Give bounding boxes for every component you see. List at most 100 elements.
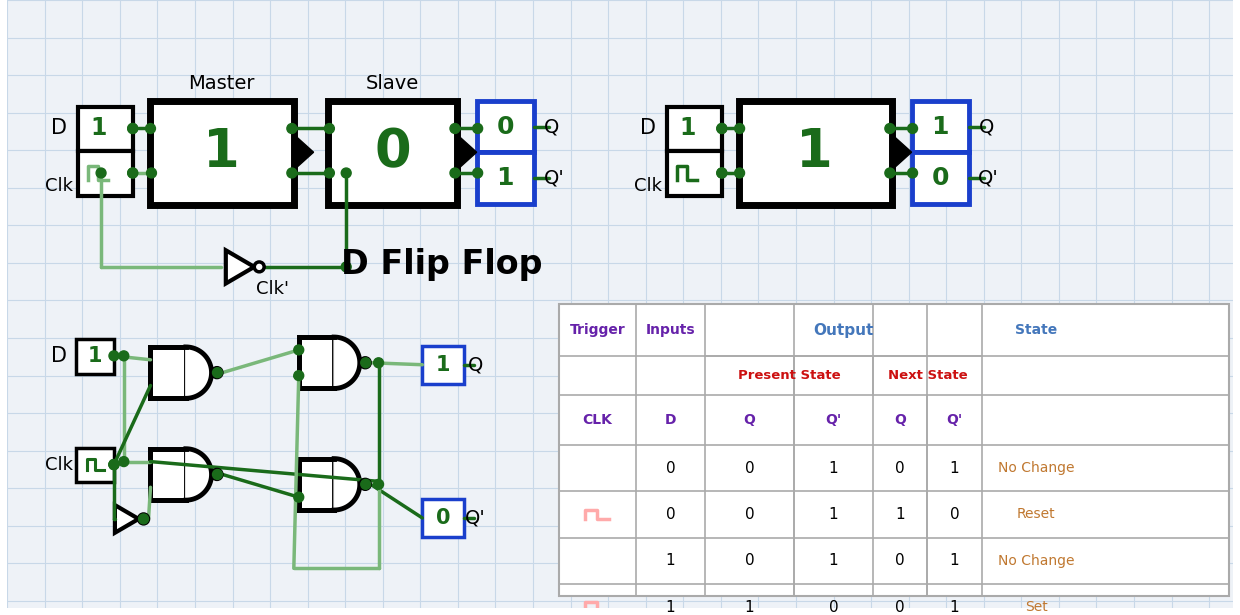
Text: Q': Q' [465, 509, 486, 528]
Text: No Change: No Change [998, 554, 1074, 568]
Circle shape [450, 168, 460, 178]
Text: Q: Q [744, 413, 755, 427]
Polygon shape [186, 347, 212, 399]
Text: 1: 1 [203, 126, 241, 178]
Bar [150, 101, 294, 205]
Text: Q: Q [894, 413, 906, 427]
Polygon shape [892, 135, 911, 170]
Circle shape [212, 469, 222, 479]
Text: Clk: Clk [634, 177, 662, 195]
Text: D: D [665, 413, 676, 427]
Bar [739, 101, 892, 205]
Bar [667, 107, 722, 151]
Polygon shape [150, 449, 186, 500]
Text: State: State [1016, 323, 1058, 337]
Circle shape [254, 262, 264, 272]
Text: Clk: Clk [45, 456, 73, 474]
Text: 1: 1 [828, 461, 838, 475]
Text: Q: Q [544, 117, 559, 136]
Polygon shape [294, 135, 314, 170]
Circle shape [128, 124, 138, 133]
Circle shape [294, 345, 304, 355]
Circle shape [139, 514, 149, 524]
Circle shape [373, 479, 383, 490]
Circle shape [212, 368, 222, 378]
Circle shape [325, 168, 335, 178]
Circle shape [908, 168, 918, 178]
Polygon shape [456, 135, 476, 170]
Circle shape [734, 124, 744, 133]
Text: Q': Q' [978, 169, 999, 188]
Text: 1: 1 [88, 346, 103, 366]
Text: 0: 0 [374, 126, 410, 178]
Circle shape [119, 457, 129, 467]
Polygon shape [334, 459, 360, 510]
Text: 0: 0 [895, 554, 905, 568]
Circle shape [717, 168, 727, 178]
Bar [329, 101, 456, 205]
Text: 1: 1 [745, 600, 754, 615]
Circle shape [128, 168, 138, 178]
Text: Clk: Clk [45, 177, 73, 195]
Text: 0: 0 [895, 461, 905, 475]
Circle shape [294, 492, 304, 502]
Text: 0: 0 [745, 461, 754, 475]
Circle shape [109, 459, 119, 469]
Text: 1: 1 [950, 554, 960, 568]
Text: CLK: CLK [583, 413, 613, 427]
Circle shape [361, 358, 371, 368]
Text: 0: 0 [435, 508, 450, 528]
Circle shape [128, 124, 138, 133]
Circle shape [325, 124, 335, 133]
Text: 0: 0 [745, 554, 754, 568]
Text: D: D [51, 346, 67, 366]
Circle shape [472, 168, 482, 178]
Text: Inputs: Inputs [646, 323, 696, 337]
Text: 1: 1 [895, 507, 905, 522]
Polygon shape [115, 505, 139, 533]
Text: 1: 1 [496, 166, 515, 190]
Circle shape [286, 124, 296, 133]
Text: Q: Q [980, 117, 994, 136]
Text: 0: 0 [950, 507, 960, 522]
Polygon shape [299, 337, 334, 389]
Text: 1: 1 [666, 554, 676, 568]
Circle shape [145, 124, 155, 133]
Circle shape [361, 479, 371, 490]
Circle shape [109, 351, 119, 361]
Polygon shape [226, 250, 254, 284]
Polygon shape [334, 337, 360, 389]
Bar [77, 448, 114, 482]
Circle shape [885, 168, 895, 178]
Text: Q': Q' [543, 169, 564, 188]
Circle shape [97, 168, 105, 178]
Circle shape [361, 358, 371, 368]
Text: 1: 1 [666, 600, 676, 615]
Bar [559, 304, 1229, 596]
Circle shape [146, 168, 156, 178]
Bar [476, 153, 534, 204]
Circle shape [212, 368, 222, 378]
Bar [423, 499, 464, 537]
Circle shape [286, 168, 296, 178]
Text: Set: Set [1024, 600, 1048, 614]
Text: Reset: Reset [1017, 507, 1055, 522]
Text: 0: 0 [828, 600, 838, 615]
Text: 1: 1 [435, 355, 450, 375]
Text: D: D [51, 119, 67, 138]
Circle shape [373, 358, 383, 368]
Text: Output: Output [813, 323, 873, 338]
Bar [78, 151, 133, 196]
Text: 1: 1 [950, 600, 960, 615]
Bar [77, 339, 114, 374]
Circle shape [717, 124, 727, 133]
Circle shape [717, 168, 727, 178]
Text: 1: 1 [828, 507, 838, 522]
Text: 0: 0 [666, 461, 676, 475]
Text: 1: 1 [828, 554, 838, 568]
Polygon shape [299, 459, 334, 510]
Text: D: D [640, 119, 656, 138]
Circle shape [294, 371, 304, 381]
Text: Master: Master [188, 74, 255, 92]
Circle shape [128, 168, 138, 178]
